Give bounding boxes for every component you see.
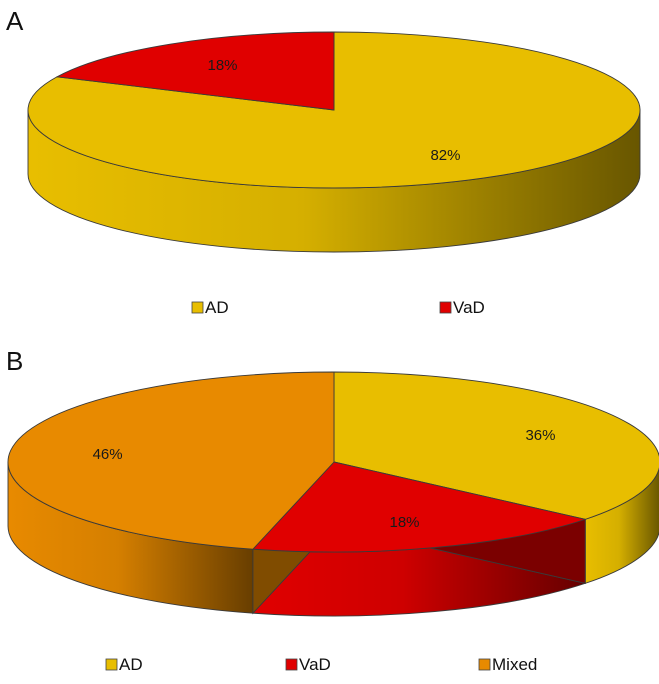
data-label-ad: 36% bbox=[525, 427, 555, 444]
legend-label-vad: VaD bbox=[453, 298, 485, 317]
pie-slice-ad bbox=[333, 371, 659, 520]
panel-label: A bbox=[6, 6, 24, 36]
panel-label: B bbox=[6, 346, 23, 376]
pie-chart-a: 82% 18% A AD VaD bbox=[6, 6, 641, 317]
pie-chart-b: 36% 18% 46% B AD VaD Mixed bbox=[6, 346, 659, 674]
legend-swatch-vad bbox=[285, 658, 298, 671]
data-label-ad: 82% bbox=[430, 147, 460, 164]
data-label-vad: 18% bbox=[390, 514, 420, 531]
legend-label-ad: AD bbox=[119, 655, 143, 674]
legend-label-ad: AD bbox=[205, 298, 229, 317]
legend-swatch-ad bbox=[105, 658, 118, 671]
pie-slice-vad bbox=[251, 461, 587, 553]
legend-swatch-mixed bbox=[478, 658, 491, 671]
legend-label-mixed: Mixed bbox=[492, 655, 537, 674]
pie-slice-vad bbox=[55, 31, 335, 111]
pie-slice-mixed bbox=[7, 371, 335, 550]
legend-swatch-vad bbox=[439, 301, 452, 314]
legend-label-vad: VaD bbox=[299, 655, 331, 674]
legend-swatch-ad bbox=[191, 301, 204, 314]
data-label-vad: 18% bbox=[207, 57, 237, 74]
data-label-mixed: 46% bbox=[93, 446, 123, 463]
